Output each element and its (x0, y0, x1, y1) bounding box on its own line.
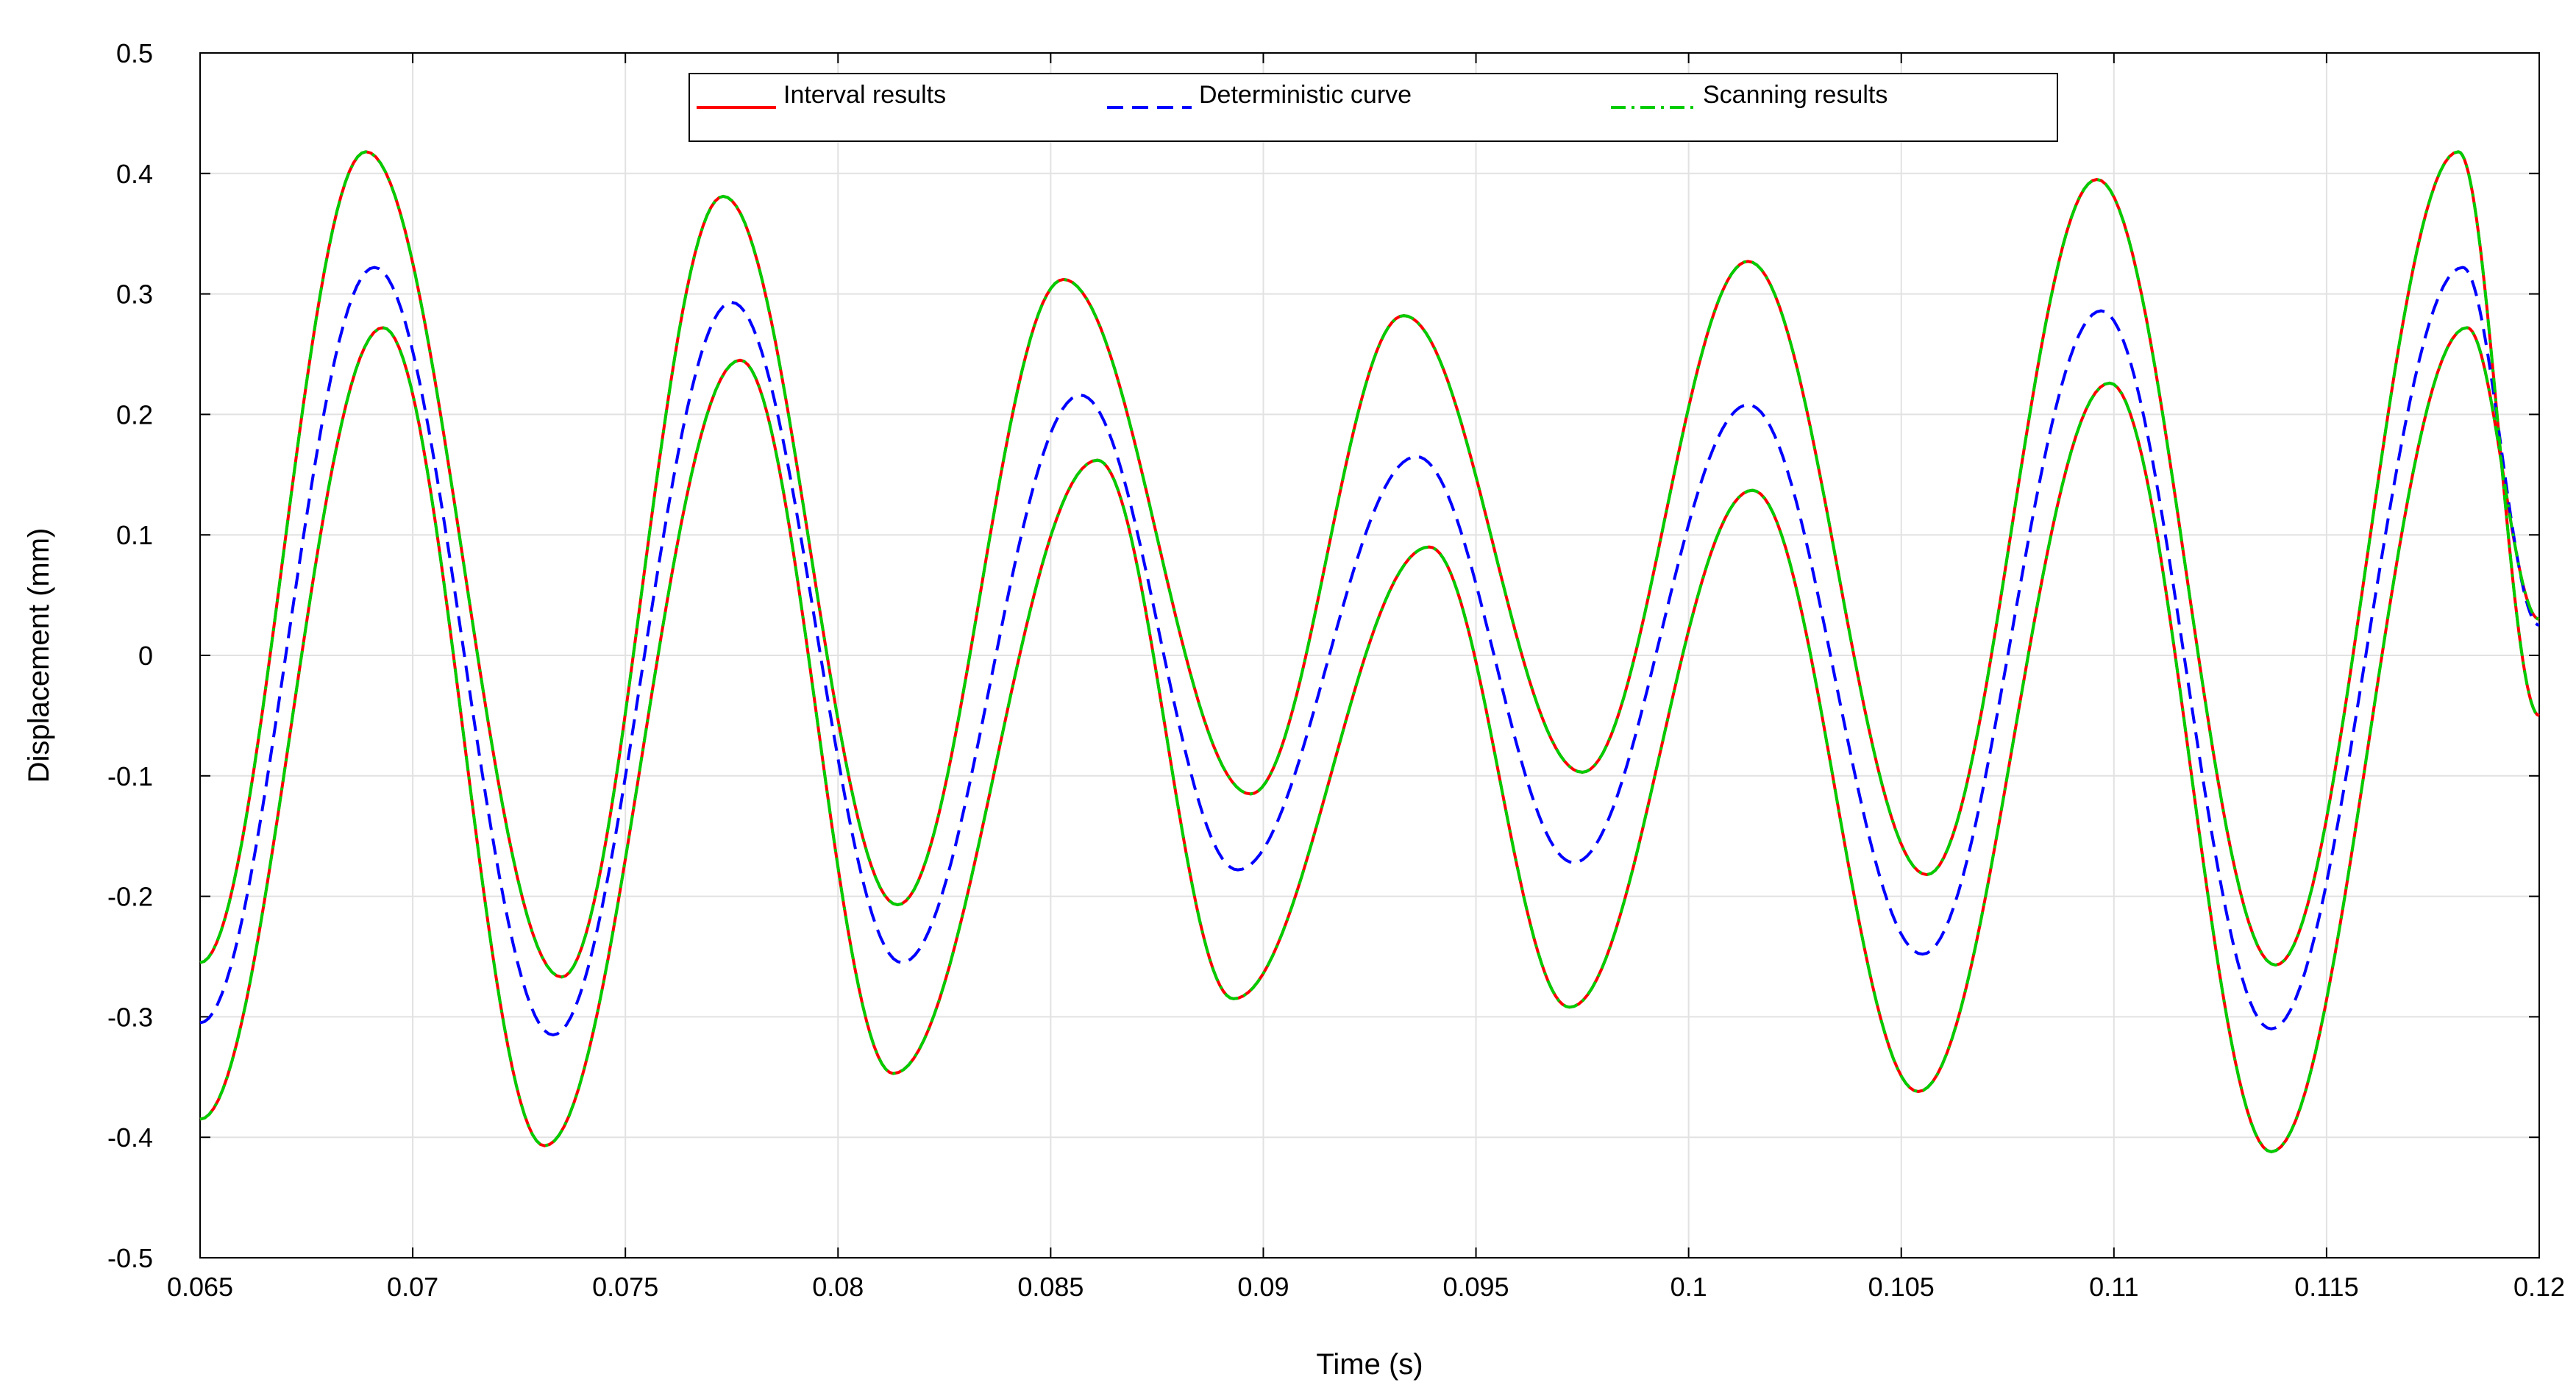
y-tick-label: 0.1 (116, 520, 153, 550)
x-tick-label: 0.075 (592, 1272, 658, 1302)
y-tick-label: -0.2 (107, 882, 153, 912)
x-tick-label: 0.09 (1237, 1272, 1289, 1302)
y-tick-label: -0.3 (107, 1002, 153, 1032)
x-tick-label: 0.07 (387, 1272, 438, 1302)
y-tick-label: -0.1 (107, 761, 153, 791)
line-deterministic-curve-deterministic (199, 266, 2540, 1036)
x-tick-label: 0.1 (1671, 1272, 1707, 1302)
line-scanning-results-lower (199, 326, 2540, 1153)
line-interval-results-upper (199, 150, 2540, 979)
x-tick-label: 0.08 (812, 1272, 864, 1302)
y-tick-label: 0.2 (116, 399, 153, 430)
x-tick-label: 0.095 (1442, 1272, 1509, 1302)
series-layer (199, 150, 2540, 1153)
series-scanning-results (199, 150, 2540, 1153)
y-tick-labels: 0.5 0.4 0.3 0.2 0.1 0 -0.1 -0.2 -0.3 -0.4 -0.5 (107, 38, 153, 1273)
y-tick-label: -0.5 (107, 1243, 153, 1273)
y-tick-label: 0.5 (116, 38, 153, 68)
y-tick-label: 0 (138, 641, 153, 671)
legend-label-interval-results: Interval results (783, 81, 946, 109)
y-tick-label: 0.3 (116, 280, 153, 310)
x-tick-label: 0.085 (1017, 1272, 1084, 1302)
legend-label-deterministic-curve: Deterministic curve (1199, 81, 1412, 109)
y-tick-label: 0.4 (116, 159, 153, 189)
x-tick-label: 0.065 (167, 1272, 233, 1302)
x-tick-label: 0.115 (2294, 1272, 2358, 1302)
series-deterministic-curve (199, 266, 2540, 1036)
x-tick-label: 0.11 (2089, 1272, 2138, 1302)
x-tick-labels: 0.065 0.07 0.075 0.08 0.085 0.09 0.095 0.1 0.105… (167, 1272, 2565, 1302)
legend-box (689, 73, 2058, 142)
legend: Interval results Deterministic curve Sca… (689, 73, 2058, 142)
series-interval-results (199, 150, 2540, 1153)
x-axis-title: Time (s) (1316, 1348, 1423, 1381)
grid (199, 52, 2540, 1259)
legend-label-scanning-results: Scanning results (1703, 81, 1887, 109)
line-interval-results-lower (199, 326, 2540, 1153)
line-scanning-results-upper (199, 150, 2540, 979)
y-axis-title: Displacement (mm) (23, 528, 55, 783)
x-tick-label: 0.105 (1868, 1272, 1935, 1302)
axis-ticks (199, 52, 2540, 1259)
y-tick-label: -0.4 (107, 1122, 153, 1153)
x-tick-label: 0.12 (2513, 1272, 2565, 1302)
